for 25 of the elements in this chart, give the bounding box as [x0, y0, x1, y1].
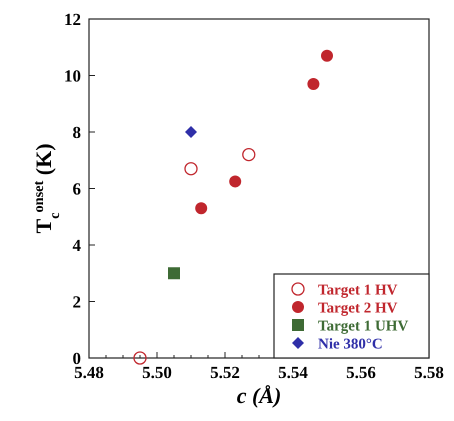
- y-tick-label: 2: [72, 292, 81, 312]
- legend-label: Target 2 HV: [318, 300, 398, 316]
- point: [229, 175, 242, 188]
- point: [133, 351, 147, 365]
- x-axis-title: c (Å): [236, 383, 282, 408]
- x-tick-label: 5.54: [278, 363, 308, 382]
- point: [307, 78, 320, 90]
- x-tick-label: 5.50: [142, 363, 172, 382]
- point: [168, 267, 180, 280]
- y-tick-label: 6: [72, 179, 81, 198]
- y-tick-label: 4: [72, 236, 82, 255]
- point: [242, 148, 256, 162]
- point: [185, 126, 197, 138]
- point: [321, 50, 333, 62]
- x-tick-label: 5.56: [346, 363, 376, 382]
- y-tick-label: 8: [72, 122, 81, 142]
- y-tick-label: 10: [64, 66, 81, 86]
- point: [195, 202, 208, 214]
- point: [184, 162, 198, 176]
- x-tick-label: 5.58: [414, 363, 444, 382]
- x-tick-label: 5.52: [210, 363, 240, 382]
- legend-label: Target 1 HV: [318, 282, 398, 298]
- y-tick-label: 12: [64, 10, 81, 29]
- legend-label: Nie 380°C: [318, 336, 383, 352]
- legend-label: Target 1 UHV: [318, 318, 408, 334]
